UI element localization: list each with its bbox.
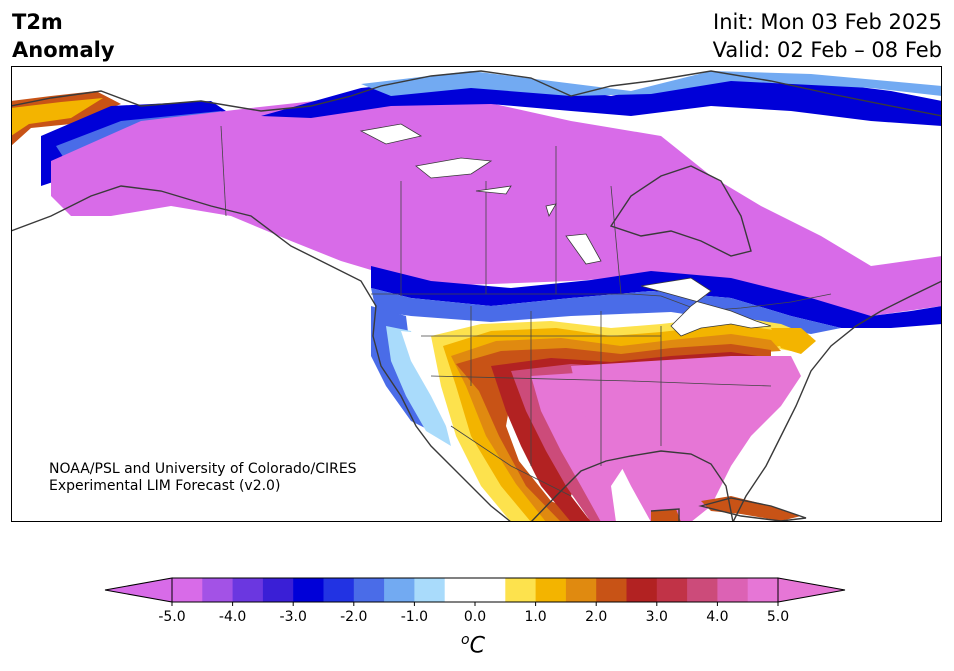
colorbar-tick-label: -3.0	[280, 609, 307, 625]
colorbar-segment	[626, 578, 658, 602]
colorbar-segment	[596, 578, 627, 602]
lakes	[359, 123, 772, 337]
colorbar-tick-label: -1.0	[401, 609, 428, 625]
colorbar-segment	[232, 578, 264, 602]
colorbar-under-triangle	[104, 577, 173, 603]
credit-line-1: NOAA/PSL and University of Colorado/CIRE…	[49, 461, 357, 477]
map-frame	[11, 66, 942, 522]
colorbar-tick-label: 4.0	[706, 609, 728, 625]
colorbar-over-triangle	[777, 577, 846, 603]
colorbar-segment	[293, 578, 324, 602]
colorbar-unit: oC	[461, 632, 485, 658]
colorbar-segment	[687, 578, 718, 602]
colorbar-tick-label: 2.0	[585, 609, 607, 625]
credit-line-2: Experimental LIM Forecast (v2.0)	[49, 478, 281, 494]
colorbar-segment	[353, 578, 385, 602]
map-credit: NOAA/PSL and University of Colorado/CIRE…	[49, 461, 357, 495]
anomaly-map	[11, 66, 942, 522]
colorbar-tick-label: -2.0	[340, 609, 367, 625]
colorbar-tick-label: 3.0	[646, 609, 668, 625]
title-line-2: Anomaly	[12, 38, 115, 62]
colorbar-segment	[717, 578, 749, 602]
colorbar-segment	[202, 578, 234, 602]
colorbar-segment	[535, 578, 567, 602]
colorbar-tick-label: 5.0	[767, 609, 789, 625]
colorbar-segment	[262, 578, 294, 602]
colorbar: -5.0 -4.0 -3.0 -2.0 -1.0 0.0 1.0 2.0 3.0 4.0 5.0	[104, 577, 846, 625]
colorbar-segment	[505, 578, 537, 602]
colorbar-segment	[565, 578, 597, 602]
borders	[220, 125, 832, 497]
unit-superscript: o	[461, 632, 470, 648]
map-title: T2m Anomaly	[12, 8, 115, 64]
colorbar-segment	[656, 578, 688, 602]
colorbar-segment	[323, 578, 355, 602]
colorbar-tick-label: -4.0	[219, 609, 246, 625]
colorbar-segment	[172, 578, 203, 602]
title-line-1: T2m	[12, 10, 63, 34]
colorbar-segment	[444, 578, 476, 602]
init-date: Init: Mon 03 Feb 2025	[713, 10, 942, 34]
forecast-dates: Init: Mon 03 Feb 2025 Valid: 02 Feb – 08…	[713, 8, 942, 64]
coastlines	[11, 70, 942, 522]
colorbar-segment	[414, 578, 446, 602]
valid-range: Valid: 02 Feb – 08 Feb	[712, 38, 942, 62]
unit-base: C	[469, 633, 485, 659]
anomaly-fill	[11, 71, 942, 522]
colorbar-segment	[747, 578, 779, 602]
colorbar-tick-label: 1.0	[524, 609, 546, 625]
colorbar-tick-label: 0.0	[464, 609, 486, 625]
colorbar-tick-label: -5.0	[158, 609, 185, 625]
colorbar-segment	[384, 578, 415, 602]
colorbar-segment	[475, 578, 506, 602]
